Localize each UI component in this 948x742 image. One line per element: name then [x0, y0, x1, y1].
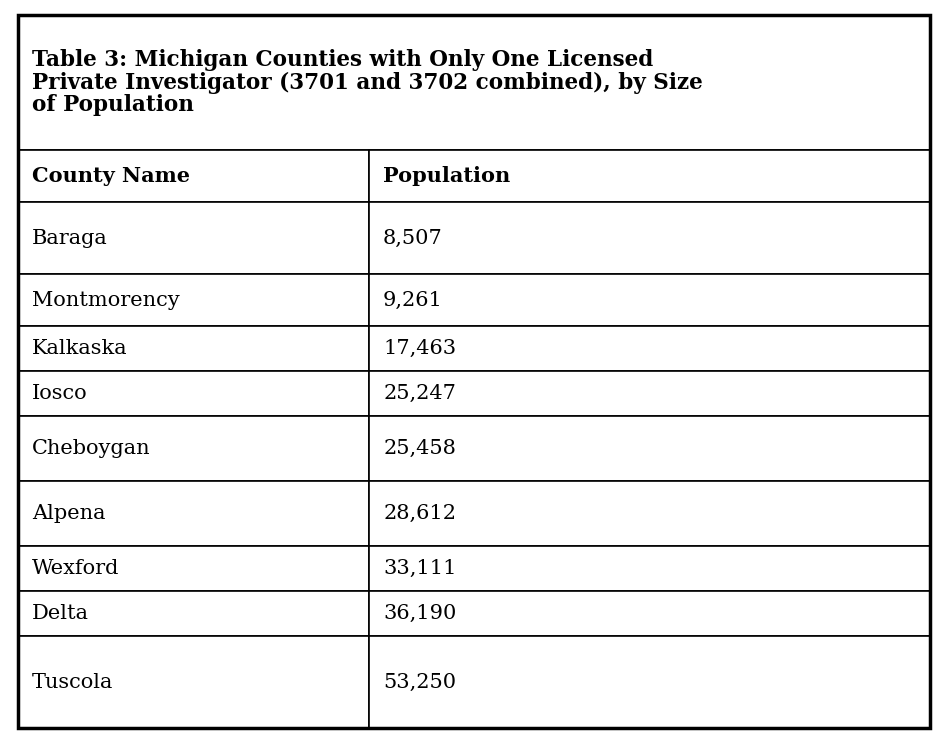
- Bar: [18, 371, 369, 416]
- Text: Population: Population: [383, 166, 510, 186]
- Text: of Population: of Population: [32, 94, 194, 116]
- Text: Table 3: Michigan Counties with Only One Licensed: Table 3: Michigan Counties with Only One…: [32, 49, 653, 71]
- Text: Tuscola: Tuscola: [32, 672, 114, 692]
- Bar: [18, 636, 369, 728]
- Bar: [18, 416, 369, 481]
- Bar: [18, 591, 369, 636]
- Bar: [369, 546, 930, 591]
- Text: County Name: County Name: [32, 166, 190, 186]
- Bar: [369, 591, 930, 636]
- Text: Iosco: Iosco: [32, 384, 87, 403]
- Bar: [369, 326, 930, 371]
- Bar: [18, 274, 369, 326]
- Text: Baraga: Baraga: [32, 229, 108, 248]
- Bar: [369, 416, 930, 481]
- Bar: [18, 326, 369, 371]
- Text: 25,458: 25,458: [383, 439, 456, 458]
- Text: 33,111: 33,111: [383, 559, 457, 578]
- Text: Montmorency: Montmorency: [32, 291, 180, 309]
- Text: Wexford: Wexford: [32, 559, 119, 578]
- Bar: [369, 150, 930, 202]
- Text: Kalkaska: Kalkaska: [32, 339, 128, 358]
- Text: 8,507: 8,507: [383, 229, 443, 248]
- Text: Cheboygan: Cheboygan: [32, 439, 151, 458]
- Text: 25,247: 25,247: [383, 384, 456, 403]
- Bar: [369, 202, 930, 274]
- Bar: [18, 150, 369, 202]
- Bar: [369, 636, 930, 728]
- Bar: [18, 546, 369, 591]
- Bar: [369, 371, 930, 416]
- Text: 36,190: 36,190: [383, 604, 457, 623]
- Text: 17,463: 17,463: [383, 339, 456, 358]
- Text: Private Investigator (3701 and 3702 combined), by Size: Private Investigator (3701 and 3702 comb…: [32, 71, 702, 93]
- Bar: [18, 481, 369, 546]
- Bar: [18, 202, 369, 274]
- Text: Delta: Delta: [32, 604, 89, 623]
- Bar: [18, 15, 930, 150]
- Text: Alpena: Alpena: [32, 504, 105, 523]
- Bar: [369, 274, 930, 326]
- Text: 53,250: 53,250: [383, 672, 456, 692]
- Bar: [369, 481, 930, 546]
- Text: 28,612: 28,612: [383, 504, 456, 523]
- Text: 9,261: 9,261: [383, 291, 443, 309]
